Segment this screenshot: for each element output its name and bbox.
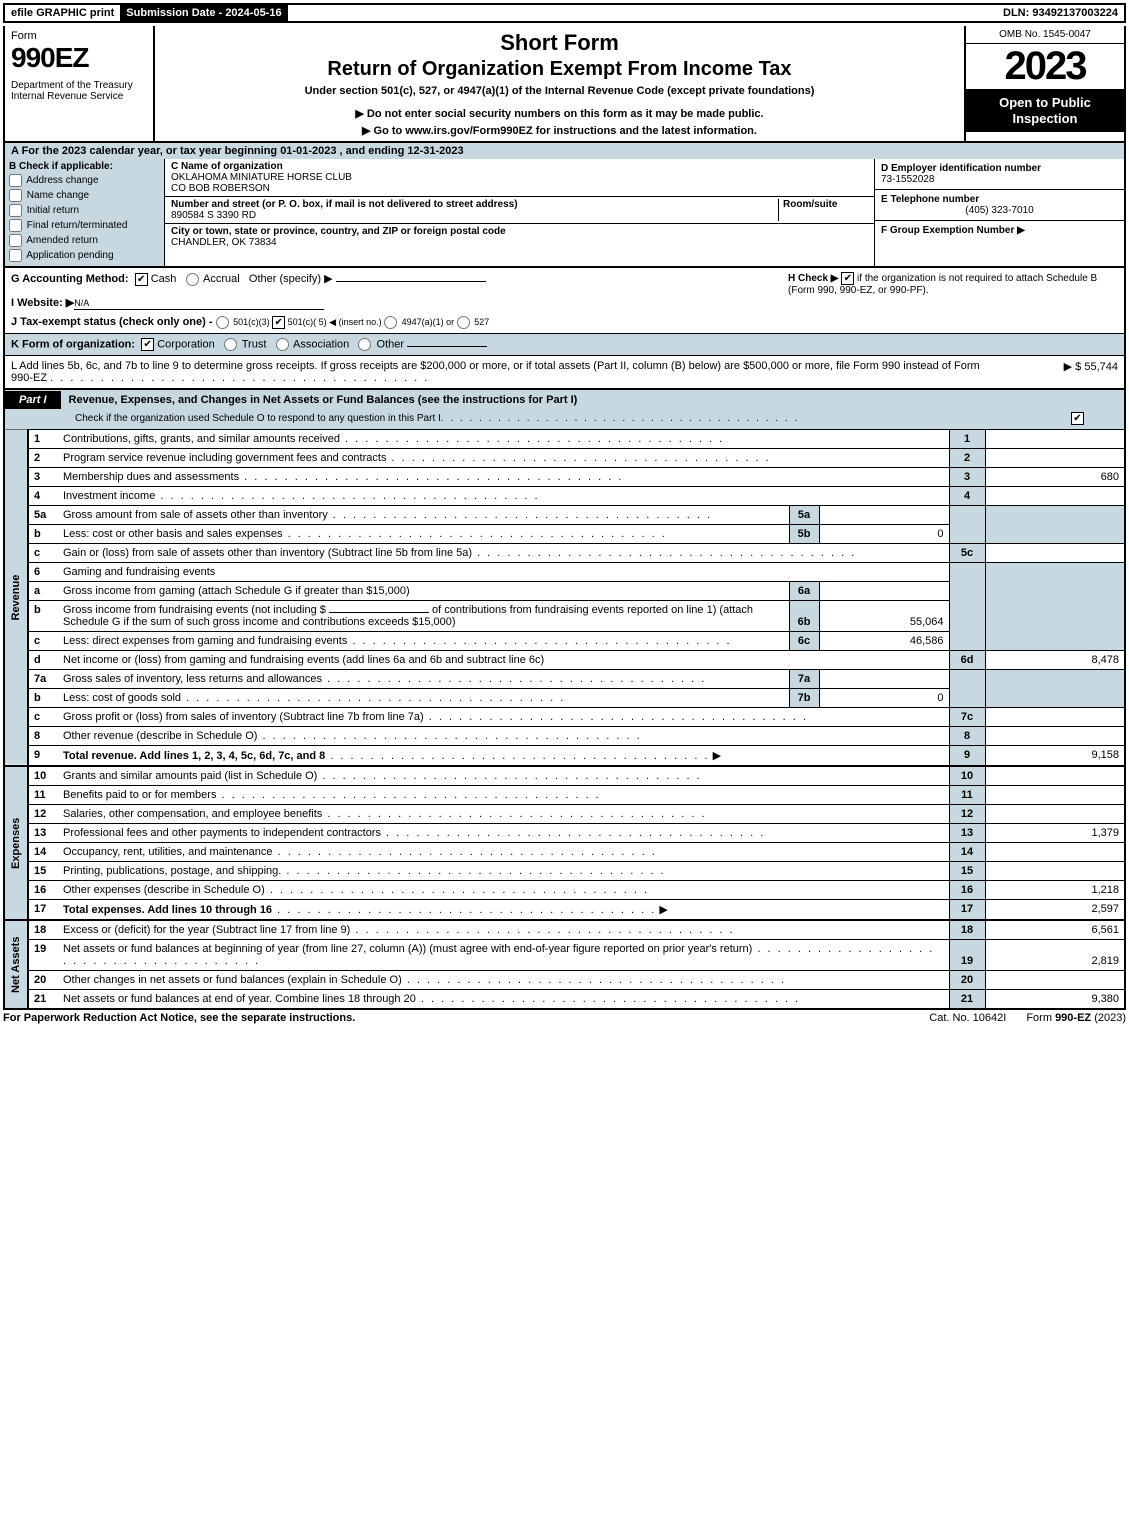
line-7c: c Gross profit or (loss) from sales of i… <box>4 707 1125 726</box>
g-accrual-radio[interactable] <box>186 273 199 286</box>
k-other[interactable] <box>358 338 371 351</box>
form-sub-1: Under section 501(c), 527, or 4947(a)(1)… <box>161 85 958 97</box>
open-to-public: Open to Public Inspection <box>966 89 1124 132</box>
line-12: 12 Salaries, other compensation, and emp… <box>4 804 1125 823</box>
expenses-sidelabel: Expenses <box>4 766 28 920</box>
tax-year: 2023 <box>966 44 1124 89</box>
line-6: 6 Gaming and fundraising events <box>4 562 1125 581</box>
line-16: 16 Other expenses (describe in Schedule … <box>4 880 1125 899</box>
part-i-header: Part I Revenue, Expenses, and Changes in… <box>3 390 1126 410</box>
part-i-label: Part I <box>5 391 61 409</box>
k-corp-check[interactable]: ✔ <box>141 338 154 351</box>
phone: (405) 323-7010 <box>881 205 1118 216</box>
part-i-title: Revenue, Expenses, and Changes in Net As… <box>69 390 1124 410</box>
section-a: A For the 2023 calendar year, or tax yea… <box>3 143 1126 159</box>
line-8: 8 Other revenue (describe in Schedule O)… <box>4 726 1125 745</box>
g-label: G Accounting Method: <box>11 273 129 285</box>
ein: 73-1552028 <box>881 174 934 185</box>
org-name: OKLAHOMA MINIATURE HORSE CLUB CO BOB ROB… <box>171 172 352 194</box>
c-street-label: Number and street (or P. O. box, if mail… <box>171 199 518 210</box>
e-label: E Telephone number <box>881 194 979 205</box>
b-final-return[interactable]: Final return/terminated <box>9 219 160 232</box>
form-word: Form <box>11 30 147 42</box>
k-trust[interactable] <box>224 338 237 351</box>
page-footer: For Paperwork Reduction Act Notice, see … <box>3 1012 1126 1024</box>
section-b-to-f: B Check if applicable: Address change Na… <box>3 159 1126 268</box>
form-sub-3: ▶ Go to www.irs.gov/Form990EZ for instru… <box>161 124 958 137</box>
b-application-pending[interactable]: Application pending <box>9 249 160 262</box>
line-5a: 5a Gross amount from sale of assets othe… <box>4 505 1125 524</box>
line-13: 13 Professional fees and other payments … <box>4 823 1125 842</box>
form-number: 990EZ <box>11 42 147 74</box>
line-14: 14 Occupancy, rent, utilities, and maint… <box>4 842 1125 861</box>
j-label: J Tax-exempt status (check only one) - <box>11 316 213 328</box>
form-title-2: Return of Organization Exempt From Incom… <box>161 58 958 81</box>
b-initial-return[interactable]: Initial return <box>9 204 160 217</box>
line-1: Revenue 1 Contributions, gifts, grants, … <box>4 429 1125 448</box>
c-city-label: City or town, state or province, country… <box>171 226 506 237</box>
netassets-sidelabel: Net Assets <box>4 920 28 1009</box>
footer-center: Cat. No. 10642I <box>909 1012 1026 1024</box>
efile-label: efile GRAPHIC print <box>5 5 120 21</box>
form-sub-2: ▶ Do not enter social security numbers o… <box>161 107 958 120</box>
h-check[interactable]: ✔ <box>841 272 854 285</box>
org-city: CHANDLER, OK 73834 <box>171 237 277 248</box>
line-21: 21 Net assets or fund balances at end of… <box>4 989 1125 1009</box>
line-2: 2 Program service revenue including gove… <box>4 448 1125 467</box>
dept-label: Department of the Treasury Internal Reve… <box>11 80 147 102</box>
part-i-table: Revenue 1 Contributions, gifts, grants, … <box>3 429 1126 1010</box>
line-15: 15 Printing, publications, postage, and … <box>4 861 1125 880</box>
omb-number: OMB No. 1545-0047 <box>966 26 1124 44</box>
revenue-sidelabel: Revenue <box>4 429 28 766</box>
line-9: 9 Total revenue. Add lines 1, 2, 3, 4, 5… <box>4 745 1125 766</box>
top-bar: efile GRAPHIC print Submission Date - 20… <box>3 3 1126 23</box>
section-g-to-l: G Accounting Method: ✔ Cash Accrual Othe… <box>3 268 1126 390</box>
h-label: H Check ▶ <box>788 273 838 284</box>
line-17: 17 Total expenses. Add lines 10 through … <box>4 899 1125 920</box>
line-6d: d Net income or (loss) from gaming and f… <box>4 650 1125 669</box>
c-name-label: C Name of organization <box>171 161 283 172</box>
l-amount: ▶ $ 55,744 <box>998 360 1118 384</box>
org-street: 890584 S 3390 RD <box>171 210 256 221</box>
f-label: F Group Exemption Number ▶ <box>881 225 1025 236</box>
j-527[interactable] <box>457 316 470 329</box>
j-501c-check[interactable]: ✔ <box>272 316 285 329</box>
c-room-label: Room/suite <box>783 199 837 210</box>
form-header: Form 990EZ Department of the Treasury In… <box>3 26 1126 143</box>
dln: DLN: 93492137003224 <box>997 5 1124 21</box>
footer-left: For Paperwork Reduction Act Notice, see … <box>3 1012 909 1024</box>
line-4: 4 Investment income 4 <box>4 486 1125 505</box>
part-i-check[interactable]: ✔ <box>1071 412 1084 425</box>
part-i-sub: Check if the organization used Schedule … <box>3 410 1126 429</box>
line-18: Net Assets 18 Excess or (deficit) for th… <box>4 920 1125 940</box>
line-11: 11 Benefits paid to or for members 11 <box>4 785 1125 804</box>
line-5c: c Gain or (loss) from sale of assets oth… <box>4 543 1125 562</box>
k-label: K Form of organization: <box>11 338 135 350</box>
submission-date: Submission Date - 2024-05-16 <box>120 5 287 21</box>
section-b: B Check if applicable: Address change Na… <box>5 159 165 266</box>
footer-right: Form 990-EZ (2023) <box>1026 1012 1126 1024</box>
d-label: D Employer identification number <box>881 163 1041 174</box>
line-3: 3 Membership dues and assessments 3 680 <box>4 467 1125 486</box>
i-label: I Website: ▶ <box>11 297 74 309</box>
j-501c3[interactable] <box>216 316 229 329</box>
line-7a: 7a Gross sales of inventory, less return… <box>4 669 1125 688</box>
b-label: B Check if applicable: <box>9 161 160 172</box>
line-10: Expenses 10 Grants and similar amounts p… <box>4 766 1125 786</box>
j-4947[interactable] <box>384 316 397 329</box>
g-cash-check[interactable]: ✔ <box>135 273 148 286</box>
line-19: 19 Net assets or fund balances at beginn… <box>4 939 1125 970</box>
section-d-e-f: D Employer identification number 73-1552… <box>874 159 1124 266</box>
k-assoc[interactable] <box>276 338 289 351</box>
b-amended-return[interactable]: Amended return <box>9 234 160 247</box>
b-name-change[interactable]: Name change <box>9 189 160 202</box>
b-address-change[interactable]: Address change <box>9 174 160 187</box>
website: N/A <box>74 298 89 308</box>
line-20: 20 Other changes in net assets or fund b… <box>4 970 1125 989</box>
form-title-1: Short Form <box>161 30 958 56</box>
section-c: C Name of organization OKLAHOMA MINIATUR… <box>165 159 874 266</box>
